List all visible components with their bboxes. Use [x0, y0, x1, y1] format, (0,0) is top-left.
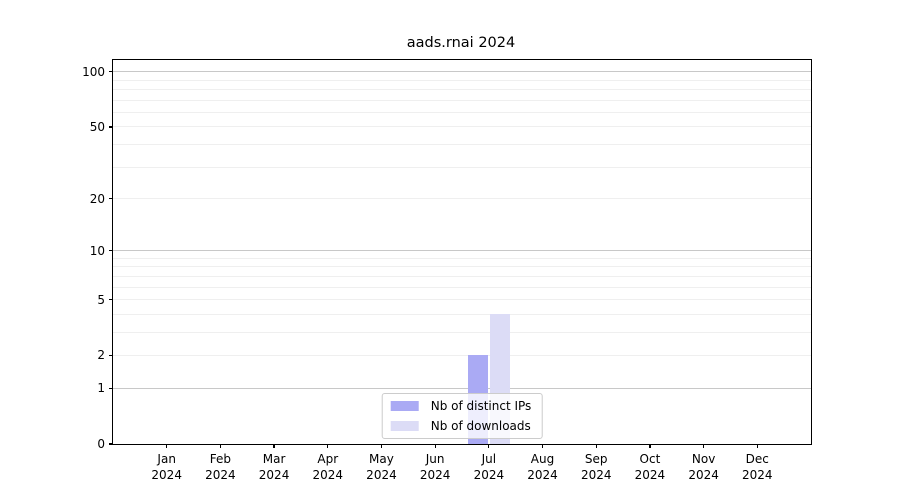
y-axis-tick-label: 0: [97, 437, 105, 451]
x-axis-tick-label: Mar 2024: [259, 452, 290, 483]
x-axis-tick: [703, 444, 705, 448]
month-label: Feb: [209, 452, 231, 466]
year-label: 2024: [151, 467, 182, 482]
y-axis-tick: [109, 126, 113, 128]
x-axis-tick: [595, 444, 597, 448]
legend-swatch-distinct-ips: [390, 401, 419, 411]
legend-item-distinct-ips: Nb of distinct IPs: [390, 399, 532, 413]
x-axis-tick: [166, 444, 168, 448]
year-label: 2024: [742, 467, 773, 482]
year-label: 2024: [419, 467, 451, 482]
month-label: Jun: [425, 452, 445, 466]
year-label: 2024: [366, 467, 397, 482]
y-axis-tick-label: 20: [89, 191, 105, 206]
legend: Nb of distinct IPs Nb of downloads: [381, 393, 543, 439]
year-label: 2024: [205, 467, 236, 482]
y-axis-tick: [109, 298, 113, 301]
x-axis-tick: [380, 444, 383, 448]
minor-gridline: [113, 166, 811, 168]
minor-gridline: [113, 266, 811, 268]
y-axis-tick-label: 100: [82, 64, 105, 79]
year-label: 2024: [258, 467, 290, 482]
y-axis-tick-label: 5: [97, 292, 105, 307]
year-label: 2024: [580, 467, 612, 482]
minor-gridline: [113, 286, 811, 288]
year-label: 2024: [312, 467, 344, 482]
minor-gridline: [113, 79, 811, 81]
x-axis-tick-label: Aug 2024: [527, 452, 558, 483]
year-label: 2024: [634, 467, 666, 482]
x-axis-tick-label: Jan 2024: [151, 452, 182, 483]
minor-gridline: [113, 198, 811, 199]
x-axis-tick-label: Nov 2024: [688, 452, 719, 483]
y-axis-tick-label: 2: [97, 348, 105, 363]
minor-gridline: [113, 354, 811, 356]
y-axis-tick: [109, 387, 113, 389]
month-label: Oct: [639, 452, 661, 466]
x-axis-tick-label: Jun 2024: [420, 452, 451, 483]
x-axis-tick: [273, 444, 275, 448]
x-axis-tick: [541, 444, 544, 448]
year-label: 2024: [473, 467, 505, 482]
minor-gridline: [113, 275, 811, 277]
x-axis-tick-label: Dec 2024: [742, 452, 773, 483]
minor-gridline: [113, 313, 811, 315]
minor-gridline: [113, 126, 811, 128]
x-axis-tick-label: Jul 2024: [474, 452, 505, 483]
legend-item-downloads: Nb of downloads: [390, 419, 532, 433]
minor-gridline: [113, 144, 811, 146]
major-gridline: [113, 71, 811, 73]
y-axis-tick: [109, 250, 113, 252]
month-label: Jul: [481, 452, 497, 466]
x-axis-tick: [327, 444, 329, 448]
x-axis-tick: [488, 444, 490, 448]
x-axis-tick-label: May 2024: [366, 452, 397, 483]
minor-gridline: [113, 99, 811, 101]
month-label: Sep: [584, 452, 608, 466]
minor-gridline: [113, 112, 811, 114]
x-axis-tick-label: Apr 2024: [312, 452, 343, 483]
month-label: Jan: [157, 452, 176, 466]
chart-title: aads.rnai 2024: [406, 35, 516, 51]
x-axis-tick: [219, 444, 221, 448]
y-axis-tick: [109, 443, 113, 445]
year-label: 2024: [527, 467, 558, 482]
x-axis-tick: [649, 444, 651, 448]
month-label: Apr: [317, 452, 339, 466]
legend-label-downloads: Nb of downloads: [430, 419, 531, 433]
minor-gridline: [113, 299, 811, 301]
minor-gridline: [113, 89, 811, 91]
y-axis-tick: [109, 354, 113, 356]
month-label: Dec: [745, 452, 769, 466]
month-label: Mar: [262, 452, 286, 466]
major-gridline: [113, 250, 811, 252]
x-axis-tick-label: Sep 2024: [581, 452, 612, 483]
minor-gridline: [113, 257, 811, 259]
x-axis-tick: [756, 444, 758, 448]
month-label: Aug: [530, 452, 555, 466]
x-axis-tick-label: Feb 2024: [205, 452, 236, 483]
plot-area: 0 1 2 5 10 20 50 100 Jan 2024 Feb 2024 Mar 2024 Apr 202…: [82, 59, 812, 482]
y-axis-tick-label: 1: [97, 381, 105, 396]
major-gridline: [113, 387, 811, 389]
legend-swatch-downloads: [390, 421, 419, 431]
x-axis-tick: [434, 444, 436, 448]
month-label: Nov: [691, 452, 716, 466]
year-label: 2024: [688, 467, 719, 482]
y-axis-tick-label: 50: [89, 119, 105, 134]
minor-gridline: [113, 331, 811, 333]
x-axis-tick-label: Oct 2024: [635, 452, 666, 483]
legend-label-distinct-ips: Nb of distinct IPs: [430, 399, 532, 413]
month-label: May: [369, 452, 394, 466]
y-axis-tick: [109, 197, 113, 200]
y-axis-tick-label: 10: [89, 243, 105, 258]
y-axis-tick: [109, 71, 113, 73]
